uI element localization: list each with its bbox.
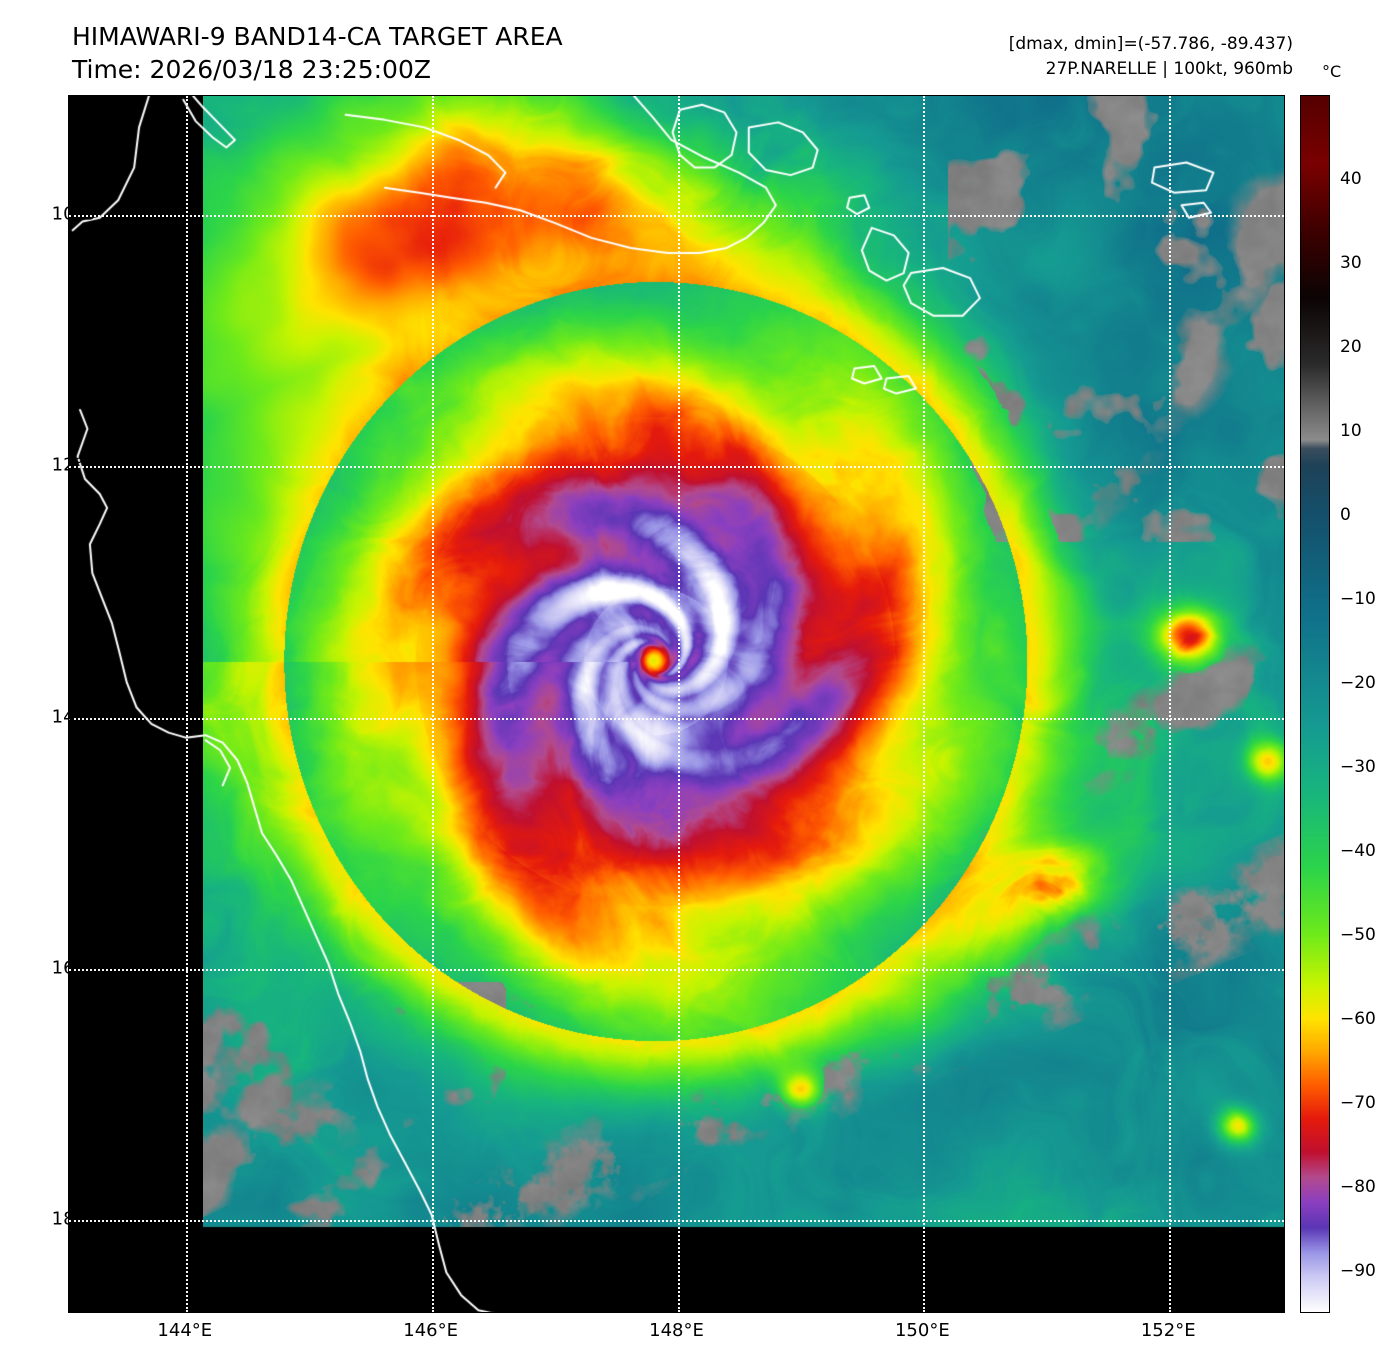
- gridline-lat-12: [69, 466, 1284, 469]
- coastline-overlay: [69, 96, 1284, 1312]
- gridline-lat-18: [69, 1219, 1284, 1222]
- colorbar-tick-30: 30: [1340, 253, 1362, 273]
- gridline-lon-148: [677, 96, 680, 1312]
- gridline-lon-152: [1169, 96, 1172, 1312]
- gridline-lon-150: [923, 96, 926, 1312]
- colorbar-tick-minus10: −10: [1340, 589, 1376, 609]
- lon-tick-146: 146°E: [403, 1320, 459, 1341]
- time-line: Time: 2026/03/18 23:25:00Z: [72, 55, 431, 84]
- metadata-block: [dmax, dmin]=(-57.786, -89.437) 27P.NARE…: [1009, 32, 1293, 81]
- colorbar-tick-minus80: −80: [1340, 1177, 1376, 1197]
- lon-tick-150: 150°E: [894, 1320, 950, 1341]
- gridline-lat-16: [69, 968, 1284, 971]
- satellite-image-plot: Copyright © 2020-2026 Dapiya: [68, 95, 1285, 1313]
- colorbar-tick-minus50: −50: [1340, 925, 1376, 945]
- lon-tick-152: 152°E: [1140, 1320, 1196, 1341]
- colorbar-tick-minus40: −40: [1340, 841, 1376, 861]
- colorbar-tick-minus30: −30: [1340, 757, 1376, 777]
- storm-info-label: 27P.NARELLE | 100kt, 960mb: [1045, 58, 1293, 79]
- lat-tick-12: 12°S: [51, 454, 95, 476]
- colorbar-tick-40: 40: [1340, 169, 1362, 189]
- colorbar-tick-0: 0: [1340, 505, 1351, 525]
- lat-tick-14: 14°S: [51, 706, 95, 728]
- lon-tick-144: 144°E: [157, 1320, 213, 1341]
- dminmax-label: [dmax, dmin]=(-57.786, -89.437): [1008, 34, 1293, 54]
- colorbar-tick-minus90: −90: [1340, 1261, 1376, 1281]
- colorbar-tick-minus70: −70: [1340, 1093, 1376, 1113]
- page-title: HIMAWARI-9 BAND14-CA TARGET AREA Time: 2…: [72, 20, 563, 86]
- gridline-lat-10: [69, 215, 1284, 218]
- gridline-lon-146: [431, 96, 434, 1312]
- title-line: HIMAWARI-9 BAND14-CA TARGET AREA: [72, 22, 563, 51]
- colorbar-tick-20: 20: [1340, 337, 1362, 357]
- gridline-lon-144: [185, 96, 188, 1312]
- colorbar-tick-10: 10: [1340, 421, 1362, 441]
- lat-tick-10: 10°S: [51, 203, 95, 225]
- colorbar-tick-minus60: −60: [1340, 1009, 1376, 1029]
- lat-tick-18: 18°S: [51, 1208, 95, 1230]
- gridline-lat-14: [69, 717, 1284, 720]
- lat-tick-16: 16°S: [51, 957, 95, 979]
- colorbar: [1300, 95, 1330, 1313]
- colorbar-tick-minus20: −20: [1340, 673, 1376, 693]
- colorbar-unit-label: °C: [1322, 62, 1342, 81]
- colorbar-gradient: [1301, 96, 1329, 1312]
- lon-tick-148: 148°E: [649, 1320, 704, 1341]
